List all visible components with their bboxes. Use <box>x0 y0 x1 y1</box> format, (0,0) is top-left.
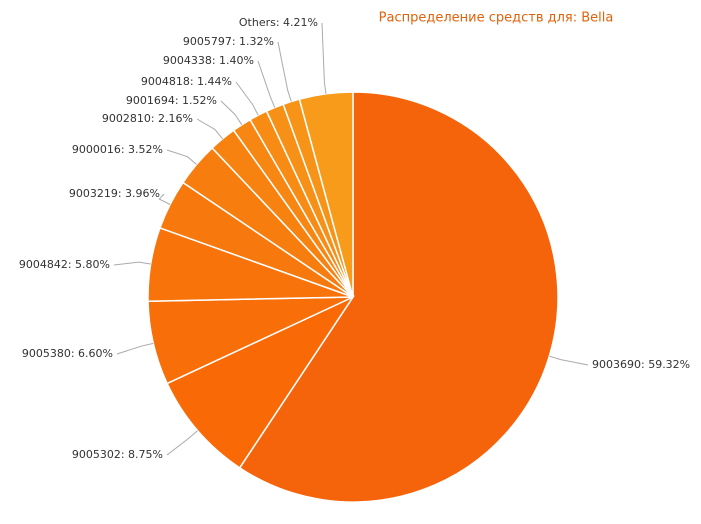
leader-line <box>166 149 197 165</box>
slice-label: 9003219: 3.96% <box>69 187 160 200</box>
slice-label: 9001694: 1.52% <box>126 94 217 107</box>
slice-label: 9004818: 1.44% <box>141 75 232 88</box>
leader-line <box>257 60 276 108</box>
pie-slice <box>238 91 559 503</box>
leader-line <box>116 342 154 355</box>
slice-label: 9005380: 6.60% <box>22 347 113 360</box>
leader-line <box>166 430 198 456</box>
leader-line <box>549 355 589 366</box>
slice-label: 9005302: 8.75% <box>72 448 163 461</box>
slice-label: 9002810: 2.16% <box>102 112 193 125</box>
slice-label: 9004338: 1.40% <box>163 54 254 67</box>
pie-slice <box>298 91 354 298</box>
slice-label: Others: 4.21% <box>239 16 318 29</box>
leader-line <box>220 100 243 126</box>
slice-label: 9004842: 5.80% <box>19 258 110 271</box>
leader-line <box>235 81 259 116</box>
slice-label: 9003690: 59.32% <box>592 358 690 371</box>
leader-line <box>196 118 224 140</box>
slice-label: 9005797: 1.32% <box>183 35 274 48</box>
leader-line <box>113 261 151 266</box>
leader-line <box>321 22 327 94</box>
leader-line <box>158 193 171 205</box>
leader-line <box>277 41 292 102</box>
slice-label: 9000016: 3.52% <box>72 143 163 156</box>
chart-title: Распределение средств для: Bella <box>379 11 614 26</box>
